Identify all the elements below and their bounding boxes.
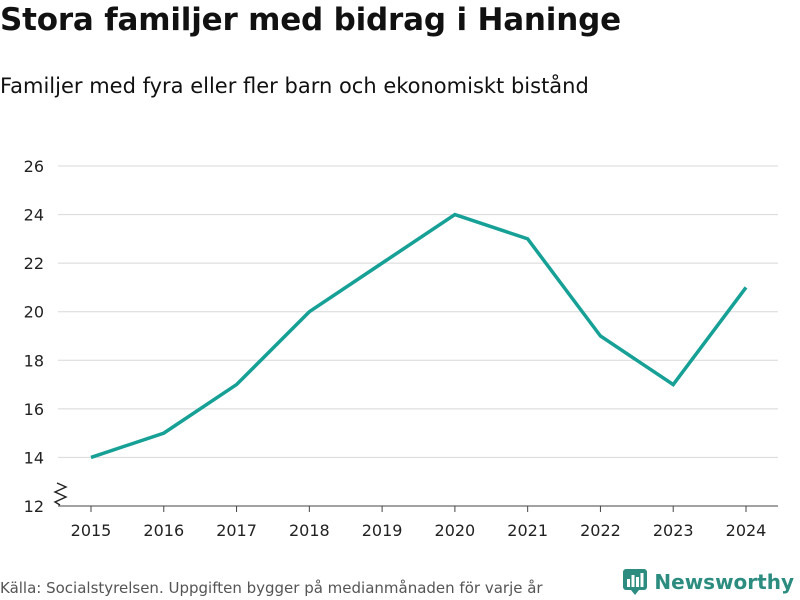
x-tick-label-2023: 2023 xyxy=(653,521,694,540)
y-tick-label-14: 14 xyxy=(24,448,44,467)
x-tick-label-2015: 2015 xyxy=(71,521,112,540)
chart-subtitle: Familjer med fyra eller fler barn och ek… xyxy=(0,74,589,98)
source-note: Källa: Socialstyrelsen. Uppgiften bygger… xyxy=(0,579,543,597)
y-tick-label-26: 26 xyxy=(24,157,44,176)
x-tick-label-2016: 2016 xyxy=(143,521,184,540)
brand-name: Newsworthy xyxy=(654,570,794,594)
x-tick-label-2017: 2017 xyxy=(216,521,257,540)
y-tick-label-20: 20 xyxy=(24,303,44,322)
x-tick-label-2024: 2024 xyxy=(726,521,767,540)
axis-break-icon xyxy=(53,482,68,506)
y-tick-label-18: 18 xyxy=(24,351,44,370)
y-tick-label-16: 16 xyxy=(24,400,44,419)
x-tick-label-2021: 2021 xyxy=(507,521,548,540)
brand-logo[interactable]: Newsworthy xyxy=(623,569,794,595)
x-tick-label-2022: 2022 xyxy=(580,521,621,540)
x-tick-label-2020: 2020 xyxy=(435,521,476,540)
y-tick-label-24: 24 xyxy=(24,206,44,225)
y-tick-label-22: 22 xyxy=(24,254,44,273)
bar-chart-logo-icon xyxy=(623,569,648,595)
x-tick-label-2019: 2019 xyxy=(362,521,403,540)
y-tick-label-12: 12 xyxy=(24,497,44,516)
x-tick-label-2018: 2018 xyxy=(289,521,330,540)
chart-title: Stora familjer med bidrag i Haninge xyxy=(0,2,621,38)
series-line-0 xyxy=(90,212,748,460)
